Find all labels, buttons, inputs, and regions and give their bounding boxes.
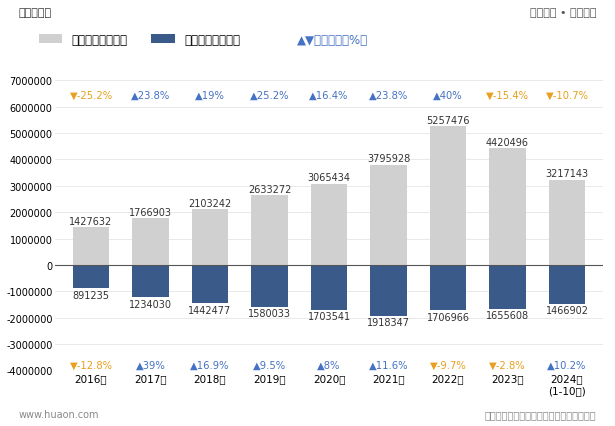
Bar [549, 265, 585, 304]
Bar [251, 196, 288, 265]
Text: 3795928: 3795928 [367, 154, 410, 164]
Text: ▲16.4%: ▲16.4% [309, 90, 349, 100]
Text: 3065434: 3065434 [308, 173, 351, 183]
Bar [311, 265, 347, 310]
Text: 1580033: 1580033 [248, 308, 291, 319]
Text: 2016-2024年10月湖南省(境内目的地/货源地)进、出口额: 2016-2024年10月湖南省(境内目的地/货源地)进、出口额 [152, 41, 463, 57]
Bar [429, 127, 466, 265]
Text: 1766903: 1766903 [129, 207, 172, 217]
Text: ▼-25.2%: ▼-25.2% [69, 90, 113, 100]
Text: ▲25.2%: ▲25.2% [250, 90, 289, 100]
Text: 2103242: 2103242 [188, 199, 232, 208]
Text: ▲10.2%: ▲10.2% [547, 360, 587, 370]
Text: ▲9.5%: ▲9.5% [253, 360, 286, 370]
Text: 1466902: 1466902 [546, 305, 589, 316]
Bar [549, 181, 585, 265]
Bar [192, 210, 229, 265]
Text: ▲40%: ▲40% [433, 90, 463, 100]
Text: 1918347: 1918347 [367, 317, 410, 327]
Bar [311, 184, 347, 265]
Bar [192, 265, 229, 303]
Text: ▼-12.8%: ▼-12.8% [69, 360, 113, 370]
Text: 3217143: 3217143 [546, 169, 589, 179]
Text: 1655608: 1655608 [486, 311, 529, 320]
Text: 891235: 891235 [73, 291, 109, 300]
Bar [489, 265, 526, 309]
Text: ▼-10.7%: ▼-10.7% [546, 90, 589, 100]
Text: 2633272: 2633272 [248, 184, 292, 194]
Text: ▲23.8%: ▲23.8% [131, 90, 170, 100]
Text: 1427632: 1427632 [69, 216, 113, 226]
Text: 5257476: 5257476 [426, 115, 470, 125]
Text: ▲19%: ▲19% [195, 90, 225, 100]
Text: ▲23.8%: ▲23.8% [369, 90, 408, 100]
Text: 数据来源：中国海关、华经产业研究院整理: 数据来源：中国海关、华经产业研究院整理 [485, 409, 597, 419]
Bar [73, 265, 109, 289]
Bar [251, 265, 288, 307]
Legend: 出口额（万美元）, 进口额（万美元）, ▲▼同比增长（%）: 出口额（万美元）, 进口额（万美元）, ▲▼同比增长（%） [34, 29, 373, 51]
Bar [370, 165, 407, 265]
Text: ▼-9.7%: ▼-9.7% [430, 360, 466, 370]
Bar [489, 149, 526, 265]
Text: 华经情报网: 华经情报网 [18, 8, 52, 18]
Text: ▲11.6%: ▲11.6% [369, 360, 408, 370]
Bar [132, 219, 169, 265]
Text: 4420496: 4420496 [486, 137, 529, 147]
Text: 1234030: 1234030 [129, 299, 172, 309]
Text: ▲39%: ▲39% [136, 360, 165, 370]
Text: 1703541: 1703541 [308, 312, 351, 322]
Text: ▼-2.8%: ▼-2.8% [489, 360, 526, 370]
Text: 专业严谨 • 客观科学: 专业严谨 • 客观科学 [530, 8, 597, 18]
Bar [370, 265, 407, 316]
Text: 1706966: 1706966 [427, 312, 469, 322]
Text: ▼-15.4%: ▼-15.4% [486, 90, 529, 100]
Bar [429, 265, 466, 310]
Bar [73, 227, 109, 265]
Text: 1442477: 1442477 [188, 305, 232, 315]
Text: ▲8%: ▲8% [317, 360, 341, 370]
Text: www.huaon.com: www.huaon.com [18, 409, 99, 419]
Bar [132, 265, 169, 298]
Text: ▲16.9%: ▲16.9% [190, 360, 230, 370]
